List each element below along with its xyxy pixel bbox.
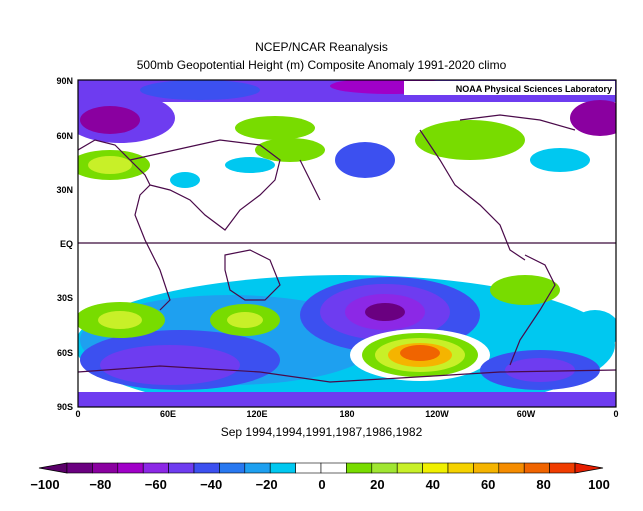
colorbar-bin (219, 462, 246, 474)
credit-box (404, 81, 615, 95)
colorbar-bin (396, 462, 423, 474)
colorbar-bin (295, 462, 322, 474)
colorbar-bin (473, 462, 500, 474)
colorbar-bin (447, 462, 474, 474)
colorbar-bin (320, 462, 347, 474)
colorbar-bin (117, 462, 144, 474)
colorbar-bin (142, 462, 169, 474)
colorbar-bin (168, 462, 195, 474)
date-subtitle: Sep 1994,1994,1991,1987,1986,1982 (220, 425, 423, 439)
colorbar-bin (92, 462, 119, 474)
lat-label-60n: 60N (56, 131, 73, 141)
colorbar-tick-label: 80 (536, 477, 550, 492)
lon-label-60e: 60E (160, 409, 176, 419)
colorbar-tick-label: 0 (318, 477, 325, 492)
colorbar-tick-label: −20 (256, 477, 278, 492)
lon-label-60w: 60W (517, 409, 536, 419)
colorbar-tick-label: −60 (145, 477, 167, 492)
title-line-2: 500mb Geopotential Height (m) Composite … (136, 58, 507, 72)
map-frame (77, 79, 617, 408)
lat-label-30n: 30N (56, 185, 73, 195)
colorbar-bin (269, 462, 296, 474)
colorbar-bin (346, 462, 373, 474)
colorbar-over-arrow (574, 462, 604, 474)
colorbar-bin (523, 462, 550, 474)
lon-label-120e: 120E (246, 409, 267, 419)
colorbar-tick-label: 100 (588, 477, 610, 492)
colorbar-bin (422, 462, 449, 474)
colorbar-bin (244, 462, 271, 474)
lat-label-30s: 30S (57, 293, 73, 303)
lat-label-90n: 90N (56, 76, 73, 86)
colorbar-bin (193, 462, 220, 474)
lon-label-180: 180 (339, 409, 354, 419)
lat-label-eq: EQ (60, 239, 73, 249)
colorbar-tick-label: 20 (370, 477, 384, 492)
lat-label-90s: 90S (57, 402, 73, 412)
colorbar-bin (371, 462, 398, 474)
lat-label-60s: 60S (57, 348, 73, 358)
colorbar-tick-label: 40 (426, 477, 440, 492)
colorbar-bin (549, 462, 576, 474)
colorbar-tick-label: 60 (481, 477, 495, 492)
lon-label-0-east: 0 (613, 409, 618, 419)
colorbar-under-arrow (38, 462, 68, 474)
lon-label-0: 0 (75, 409, 80, 419)
colorbar-bin (66, 462, 93, 474)
colorbar-tick-label: −100 (30, 477, 59, 492)
title-line-1: NCEP/NCAR Reanalysis (255, 40, 388, 54)
colorbar-bin (498, 462, 525, 474)
colorbar-tick-label: −40 (200, 477, 222, 492)
colorbar-tick-label: −80 (89, 477, 111, 492)
credit-text: NOAA Physical Sciences Laboratory (456, 84, 612, 94)
anomaly-field (78, 80, 616, 407)
colorbar: −100 −80 −60 −40 −20 0 20 40 60 80 100 (30, 462, 610, 492)
lon-label-120w: 120W (425, 409, 449, 419)
